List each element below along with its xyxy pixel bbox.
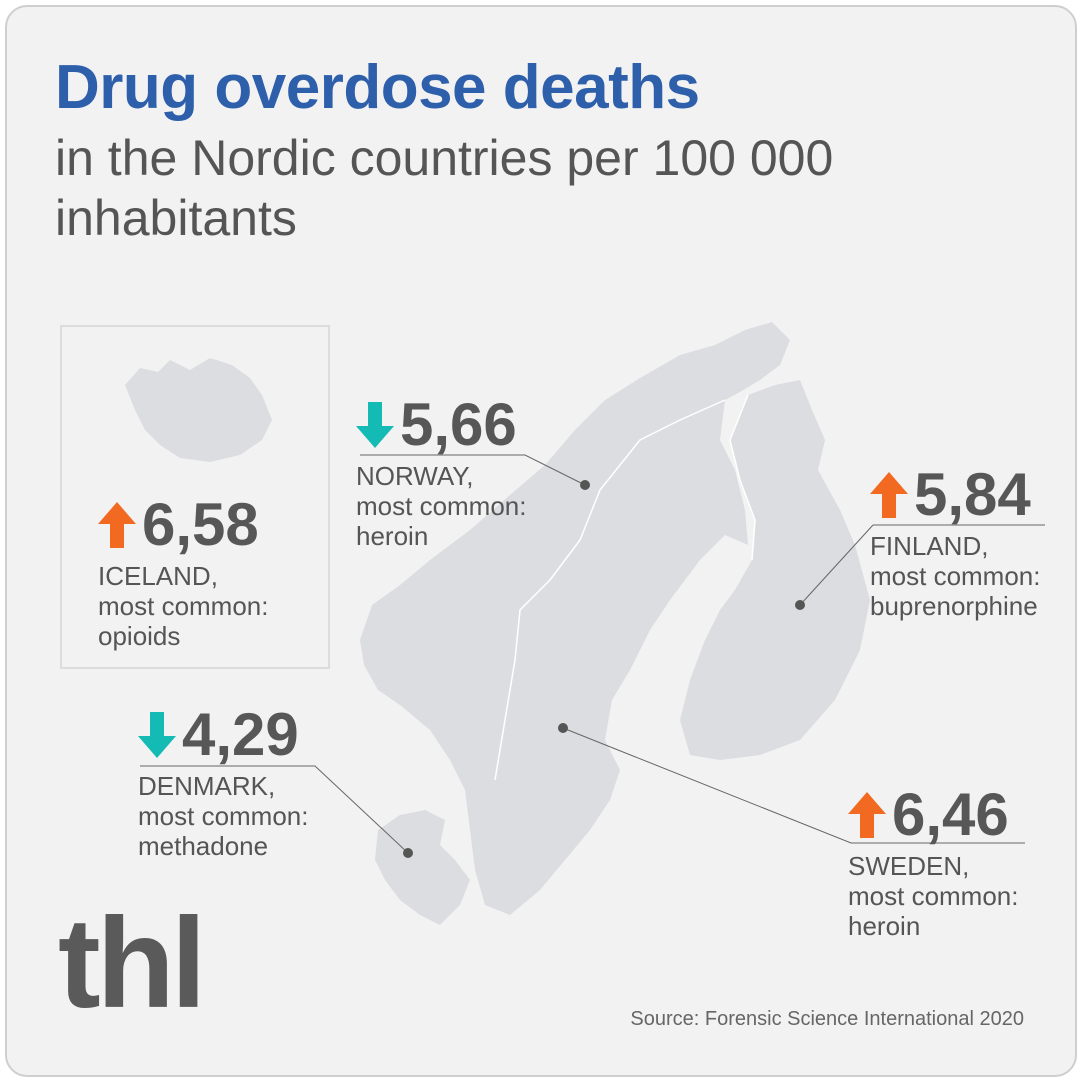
label: most common: xyxy=(870,561,1041,591)
country-name: ICELAND, xyxy=(98,561,218,591)
country-name: FINLAND, xyxy=(870,531,989,561)
value: 6,46 xyxy=(892,781,1009,848)
location-dots xyxy=(403,480,805,858)
arrow-up-icon xyxy=(98,502,136,548)
country-name: SWEDEN, xyxy=(848,851,970,881)
callout-finland: 5,84 FINLAND, most common: buprenorphine xyxy=(870,465,1041,621)
norway-sweden-shape xyxy=(360,322,790,915)
callout-sweden: 6,46 SWEDEN, most common: heroin xyxy=(848,785,1019,941)
value: 5,84 xyxy=(914,461,1031,528)
arrow-up-icon xyxy=(870,472,908,518)
border-line xyxy=(494,394,756,781)
leader-lines xyxy=(140,454,1045,854)
label: most common: xyxy=(138,801,309,831)
arrow-up-icon xyxy=(848,792,886,838)
drug: opioids xyxy=(98,621,181,651)
iceland-box xyxy=(60,325,330,669)
thl-logo: thl xyxy=(58,892,206,1035)
denmark-shape xyxy=(375,810,470,925)
callout-norway: 5,66 NORWAY, most common: heroin xyxy=(356,395,527,551)
iceland-shape xyxy=(125,358,272,462)
source-note: Source: Forensic Science International 2… xyxy=(630,1008,1024,1030)
callout-denmark: 4,29 DENMARK, most common: methadone xyxy=(138,705,309,861)
drug: heroin xyxy=(848,911,921,941)
value: 4,29 xyxy=(182,701,299,768)
arrow-down-icon xyxy=(356,402,394,448)
drug: heroin xyxy=(356,521,429,551)
label: most common: xyxy=(98,591,269,621)
subtitle: in the Nordic countries per 100 000 inha… xyxy=(55,130,834,246)
title: Drug overdose deaths xyxy=(55,53,700,122)
country-name: NORWAY, xyxy=(356,461,474,491)
label: most common: xyxy=(356,491,527,521)
callout-iceland: 6,58 ICELAND, most common: opioids xyxy=(98,495,269,651)
value: 6,58 xyxy=(142,491,259,558)
value: 5,66 xyxy=(400,391,517,458)
label: most common: xyxy=(848,881,1019,911)
country-name: DENMARK, xyxy=(138,771,276,801)
drug: methadone xyxy=(138,831,269,861)
arrow-down-icon xyxy=(138,712,176,758)
finland-shape xyxy=(680,380,870,760)
drug: buprenorphine xyxy=(870,591,1038,621)
